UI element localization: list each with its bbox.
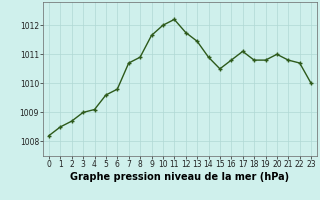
X-axis label: Graphe pression niveau de la mer (hPa): Graphe pression niveau de la mer (hPa) — [70, 172, 290, 182]
